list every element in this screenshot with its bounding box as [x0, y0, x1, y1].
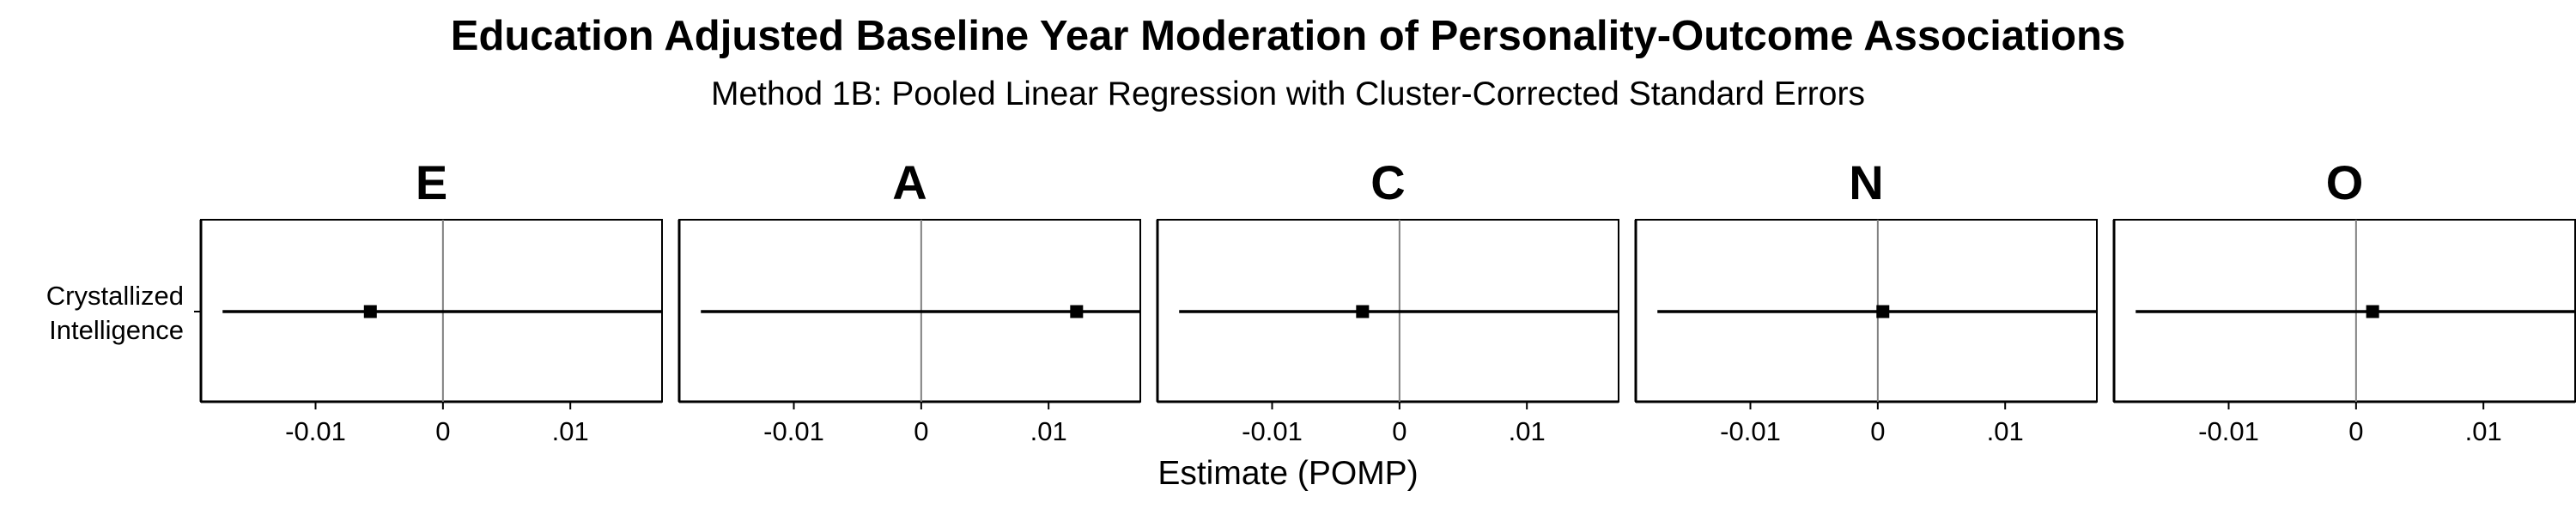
x-tick-label: .01: [1987, 416, 2024, 446]
x-tick-label: 0: [914, 416, 928, 446]
point-estimate: [1070, 305, 1084, 318]
x-tick-label: .01: [1030, 416, 1067, 446]
y-category-label-line: Intelligence: [49, 315, 184, 345]
x-tick-label: -0.01: [1720, 416, 1781, 446]
y-category-label: Crystallized Intelligence: [0, 279, 184, 348]
point-estimate: [1356, 305, 1370, 318]
x-tick-label: .01: [2465, 416, 2502, 446]
facet-label: E: [416, 155, 447, 209]
x-tick-label: -0.01: [1242, 416, 1303, 446]
chart-title: Education Adjusted Baseline Year Moderat…: [450, 13, 2126, 59]
facet-label: A: [892, 155, 927, 209]
facet-label: O: [2326, 155, 2364, 209]
point-estimate: [363, 305, 377, 318]
x-tick-label: .01: [552, 416, 589, 446]
x-axis-label: Estimate (POMP): [1157, 455, 1419, 492]
x-tick-label: -0.01: [763, 416, 824, 446]
x-tick-label: 0: [1392, 416, 1406, 446]
x-tick-label: 0: [435, 416, 450, 446]
y-category-label-line: Crystallized: [46, 281, 184, 311]
facet-label: N: [1849, 155, 1883, 209]
x-tick-label: .01: [1509, 416, 1546, 446]
x-tick-label: 0: [2348, 416, 2363, 446]
x-tick-label: -0.01: [2198, 416, 2259, 446]
chart-subtitle: Method 1B: Pooled Linear Regression with…: [711, 76, 1865, 112]
facet-label: C: [1370, 155, 1405, 209]
x-tick-label: -0.01: [285, 416, 346, 446]
point-estimate: [2366, 305, 2379, 318]
x-tick-label: 0: [1870, 416, 1885, 446]
point-estimate: [1876, 305, 1890, 318]
